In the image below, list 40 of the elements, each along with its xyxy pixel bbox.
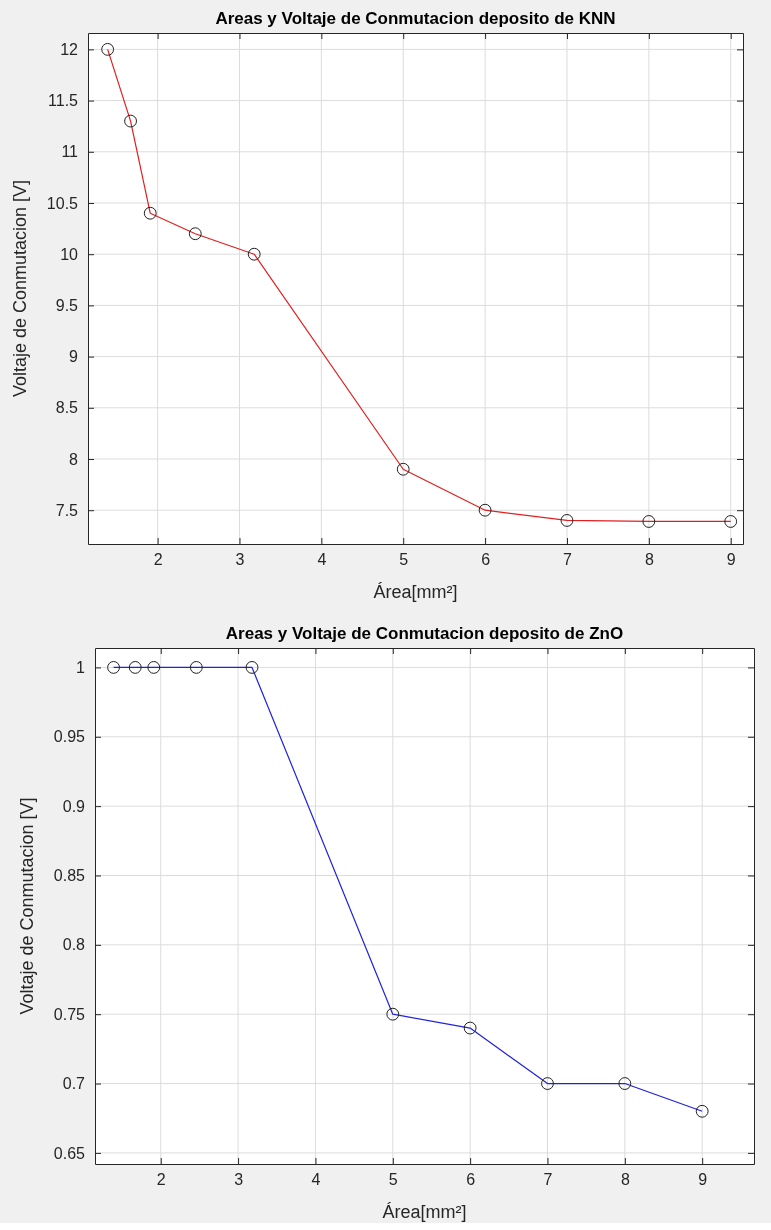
y-tick-label: 0.85 [53, 867, 86, 885]
y-tick-label: 9 [69, 348, 79, 366]
y-tick-label: 9.5 [55, 297, 79, 315]
x-tick-label: 4 [317, 551, 327, 569]
y-tick-label: 8.5 [55, 399, 79, 417]
y-tick-label: 7.5 [55, 501, 79, 519]
x-tick-label: 5 [388, 1171, 398, 1189]
x-axis-title: Área[mm²] [373, 582, 458, 602]
y-tick-label: 11.5 [48, 92, 79, 110]
y-tick-label: 0.65 [53, 1144, 86, 1162]
y-tick-label: 0.8 [62, 936, 86, 954]
x-tick-label: 3 [235, 551, 245, 569]
y-tick-label: 0.75 [53, 1005, 86, 1023]
chart-title: Areas y Voltaje de Conmutacion deposito de ZnO [225, 624, 624, 643]
y-axis-title: Voltaje de Conmutacion [V] [17, 797, 37, 1015]
x-tick-label: 5 [399, 551, 409, 569]
y-tick-label: 11 [61, 143, 79, 161]
x-tick-label: 7 [543, 1171, 553, 1189]
x-tick-label: 6 [481, 551, 491, 569]
x-tick-label: 3 [234, 1171, 244, 1189]
x-tick-label: 9 [726, 551, 736, 569]
x-tick-label: 7 [563, 551, 573, 569]
y-tick-label: 0.9 [62, 797, 86, 815]
x-tick-label: 2 [156, 1171, 166, 1189]
y-tick-label: 12 [60, 41, 79, 58]
y-tick-label: 0.95 [53, 728, 86, 746]
y-axis-title: Voltaje de Conmutacion [V] [10, 179, 30, 398]
y-tick-label: 10 [60, 245, 79, 263]
y-tick-label: 0.7 [62, 1075, 86, 1093]
chart-title: Areas y Voltaje de Conmutacion deposito de KNN [215, 9, 616, 28]
x-tick-label: 6 [466, 1171, 476, 1189]
x-tick-label: 4 [311, 1171, 321, 1189]
y-tick-label: 10.5 [46, 194, 79, 212]
x-tick-label: 2 [153, 551, 163, 569]
y-tick-label: 1 [76, 659, 86, 677]
x-tick-label: 8 [620, 1171, 630, 1189]
x-tick-label: 8 [644, 551, 654, 569]
y-tick-label: 8 [69, 450, 79, 468]
x-axis-title: Área[mm²] [382, 1202, 467, 1222]
x-tick-label: 9 [698, 1171, 708, 1189]
